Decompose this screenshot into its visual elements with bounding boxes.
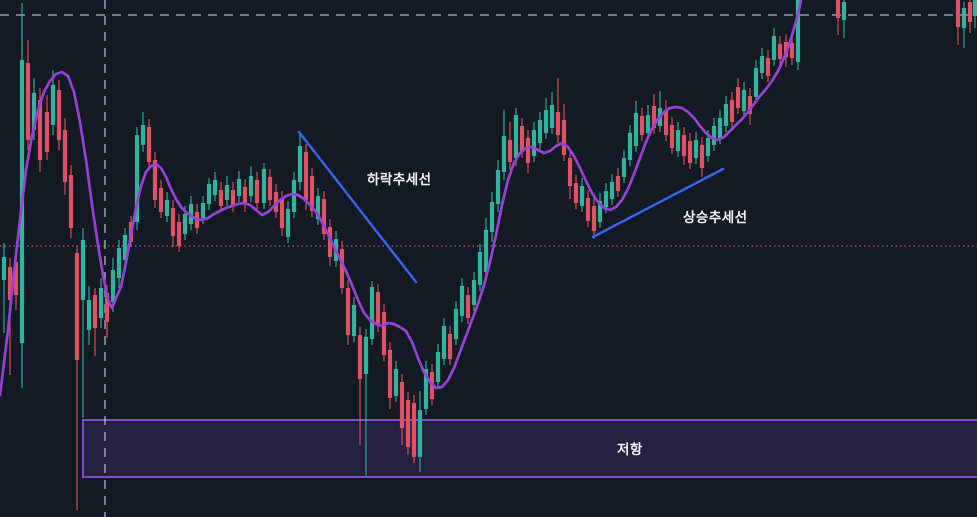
resistance-zone-label[interactable]: 저항 bbox=[617, 442, 643, 457]
uptrend-trendline[interactable] bbox=[591, 167, 725, 239]
uptrend-line-label[interactable]: 상승추세선 bbox=[683, 210, 748, 225]
moving-average-line bbox=[0, 0, 803, 397]
downtrend-trendline[interactable] bbox=[297, 130, 418, 284]
downtrend-line-label[interactable]: 하락추세선 bbox=[367, 172, 432, 187]
resistance-box[interactable] bbox=[82, 419, 977, 478]
